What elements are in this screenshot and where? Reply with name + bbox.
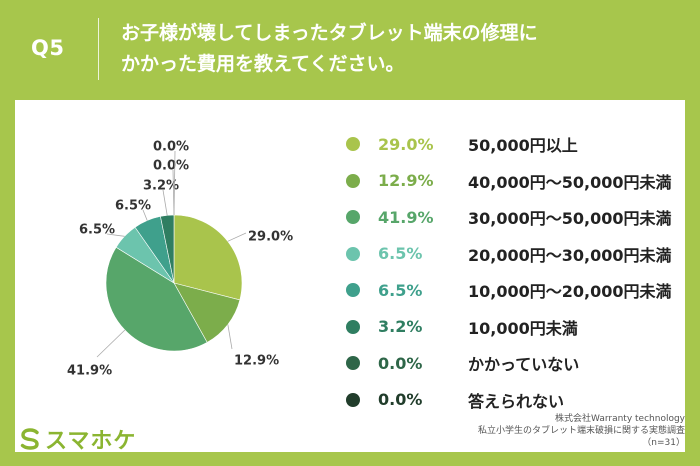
legend-dot [346,246,360,261]
legend-dot [346,283,360,298]
legend-item: 3.2% 10,000円未満 [341,309,681,346]
pie-leader-line [96,329,126,358]
pie-data-label: 3.2% [143,179,179,194]
credit-survey: 私立小学生のタブレット端末破損に関する実態調査 [477,426,685,436]
legend-percent: 0.0% [378,353,423,373]
legend-percent: 0.0% [378,390,423,410]
pie-slice [173,282,241,343]
pie-data-label: 0.0% [153,159,189,174]
pie-leader-line [173,150,176,216]
legend-dot [346,356,360,371]
legend-dot [346,210,360,225]
legend-percent: 6.5% [378,244,423,264]
legend-dot [346,173,360,188]
pie-leader-line [142,209,148,221]
legend-item: 29.0% 50,000円以上 [341,126,681,163]
chart-card: 29.0% 12.9% 41.9% 6.5% 6.5% 3.2% 0.0% 0.0% 29.0… [15,100,685,452]
legend-percent: 3.2% [378,317,423,337]
pie-data-label: 12.9% [234,354,279,369]
legend-label: 30,000円〜50,000円未満 [468,209,672,229]
legend-label: 答えられない [468,391,565,411]
logo-text: スマホケ [45,429,137,454]
pie-data-label: 41.9% [67,364,112,379]
legend-label: 10,000円未満 [468,318,578,338]
header: Q5 お子様が壊してしまったタブレット端末の修理に かかった費用を教えてください… [0,0,700,100]
legend-percent: 41.9% [378,207,434,227]
pie-leader-line [106,233,125,237]
pie-leader-line [227,324,233,350]
s-logo-icon [20,428,39,450]
pie-chart: 29.0% 12.9% 41.9% 6.5%6.5% 3.2% 0.0% 0.0% [67,140,293,379]
pie-data-label: 29.0% [248,230,293,245]
pie-slice [173,214,243,301]
legend-item: 0.0% 答えられない [341,382,681,419]
header-divider [98,18,99,80]
pie-leader-line [227,232,247,242]
credit: 株式会社Warranty technology 私立小学生のタブレット端末破損に… [478,413,685,449]
legend-item: 6.5% 20,000円〜30,000円未満 [341,236,681,273]
pie-data-label: 6.5% [115,199,151,214]
legend-percent: 6.5% [378,280,423,300]
legend-item: 6.5% 10,000円〜20,000円未満 [341,272,681,309]
question-line-2: かかった費用を教えてください。 [121,53,405,75]
legend-label: 10,000円〜20,000円未満 [468,282,672,302]
legend-dot [346,392,360,407]
legend-item: 0.0% かかっていない [341,345,681,382]
legend-item: 41.9% 30,000円〜50,000円未満 [341,199,681,236]
legend: 29.0% 50,000円以上 12.9% 40,000円〜50,000円未満 41.9… [341,126,681,418]
pie-slice [105,246,208,352]
question-text: お子様が壊してしまったタブレット端末の修理に かかった費用を教えてください。 [121,18,681,80]
legend-label: 20,000円〜30,000円未満 [468,245,672,265]
legend-item: 12.9% 40,000円〜50,000円未満 [341,163,681,200]
legend-label: 40,000円〜50,000円未満 [468,172,672,192]
legend-percent: 29.0% [378,134,434,154]
legend-dot [346,137,360,152]
pie-leader-line [162,189,168,216]
legend-label: 50,000円以上 [468,136,578,156]
credit-company: 株式会社Warranty technology [555,414,685,424]
legend-label: かかっていない [468,355,580,375]
question-number: Q5 [31,36,65,60]
pie-data-label: 6.5% [79,223,115,238]
logo: スマホケ [18,423,136,455]
credit-sample-size: （n=31） [642,438,685,448]
question-line-1: お子様が壊してしまったタブレット端末の修理に [121,22,538,44]
pie-data-label: 0.0% [153,140,189,155]
legend-percent: 12.9% [378,171,434,191]
legend-dot [346,319,360,334]
